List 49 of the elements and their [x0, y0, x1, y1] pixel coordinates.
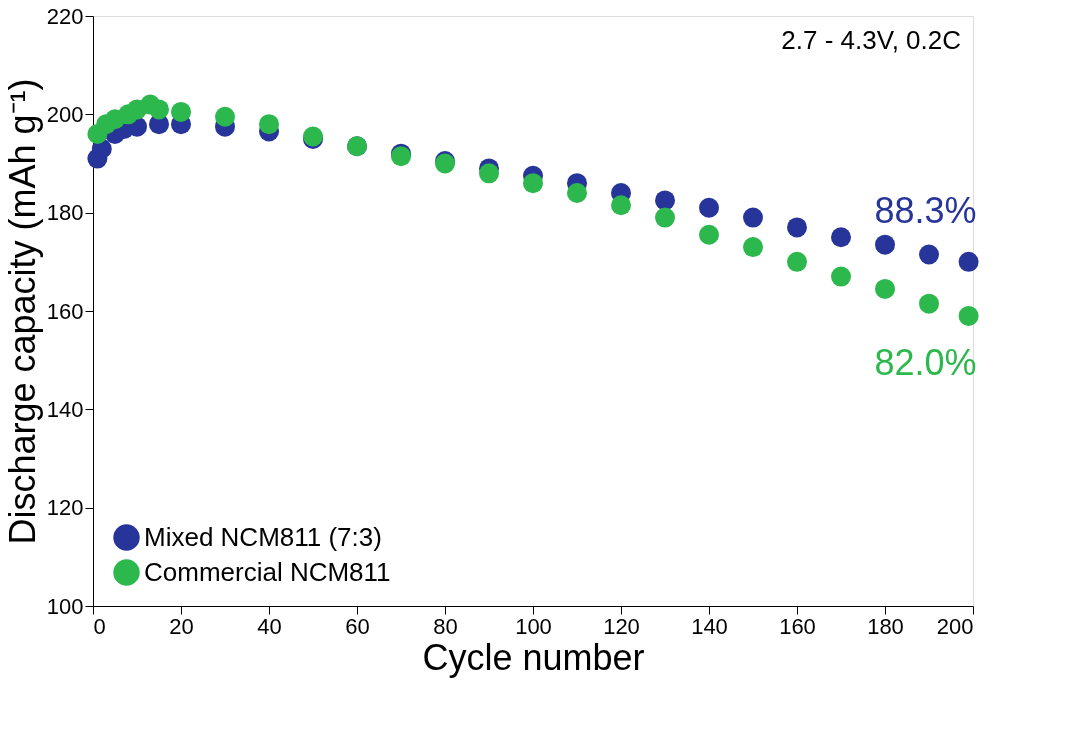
point — [831, 227, 851, 248]
point — [479, 163, 499, 184]
point — [875, 234, 895, 255]
x-tick-label: 120 — [603, 613, 640, 639]
point — [171, 101, 191, 122]
point — [919, 244, 939, 265]
x-tick-label: 140 — [691, 613, 728, 639]
point — [699, 197, 719, 218]
legend-label: Mixed NCM811 (7:3) — [144, 521, 382, 552]
y-axis-title: Discharge capacity (mAh g⁻¹) — [1, 78, 43, 545]
point — [215, 106, 235, 127]
x-tick-label: 20 — [169, 613, 194, 639]
x-tick-label: 180 — [867, 613, 904, 639]
x-tick-label: 0 — [93, 613, 106, 639]
point — [958, 305, 979, 326]
y-tick-label: 200 — [46, 101, 84, 127]
y-tick-label: 120 — [46, 495, 84, 521]
annotation: 88.3% — [874, 189, 977, 231]
x-tick-label: 160 — [779, 613, 816, 639]
point — [787, 217, 807, 238]
x-tick-label: 60 — [345, 613, 370, 639]
y-tick-label: 100 — [46, 593, 84, 619]
x-tick-label: 40 — [257, 613, 282, 639]
x-tick-label: 80 — [433, 613, 458, 639]
point — [149, 99, 169, 120]
y-tick-label: 160 — [46, 298, 84, 324]
point — [699, 224, 719, 245]
point — [567, 183, 587, 203]
point — [611, 195, 631, 216]
point — [958, 251, 979, 272]
point — [743, 207, 763, 228]
point — [655, 207, 675, 228]
annotation: 2.7 - 4.3V, 0.2C — [781, 25, 961, 55]
legend-label: Commercial NCM811 — [144, 556, 391, 587]
x-axis-title: Cycle number — [422, 636, 645, 678]
point — [875, 278, 895, 299]
point — [787, 251, 807, 272]
y-tick-label: 180 — [46, 200, 84, 226]
y-tick-label: 140 — [46, 396, 84, 422]
x-tick-label: 100 — [515, 613, 552, 639]
point — [655, 190, 675, 211]
annotation: 82.0% — [874, 341, 977, 383]
point — [259, 114, 279, 135]
point — [919, 293, 939, 314]
point — [523, 173, 543, 194]
point — [831, 266, 851, 287]
point — [743, 237, 763, 258]
x-tick-label: 200 — [936, 613, 974, 639]
y-tick-label: 220 — [46, 3, 84, 29]
